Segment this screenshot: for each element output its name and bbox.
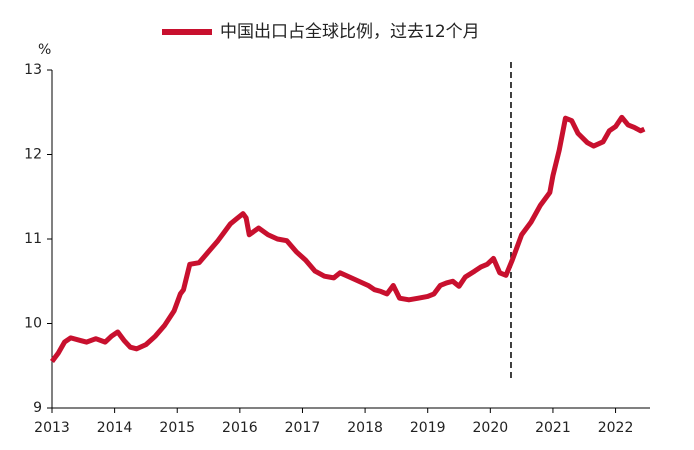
x-tick-label: 2015	[159, 420, 195, 436]
y-unit: %	[38, 42, 51, 58]
y-tick-label: 12	[24, 147, 42, 163]
x-tick-label: 2021	[535, 420, 571, 436]
x-tick-label: 2020	[473, 420, 509, 436]
legend-label: 中国出口占全球比例，过去12个月	[220, 22, 480, 42]
x-tick-label: 2017	[285, 420, 321, 436]
x-tick-label: 2022	[598, 420, 634, 436]
x-tick-label: 2014	[97, 420, 133, 436]
y-tick-label: 9	[33, 400, 42, 416]
data-line	[49, 114, 646, 364]
x-tick-label: 2016	[222, 420, 258, 436]
y-tick-label: 13	[24, 62, 42, 78]
y-tick-label: 11	[24, 231, 42, 247]
x-tick-label: 2019	[410, 420, 446, 436]
x-tick-label: 2018	[347, 420, 383, 436]
x-tick-label: 2013	[34, 420, 70, 436]
y-tick-label: 10	[24, 316, 42, 332]
